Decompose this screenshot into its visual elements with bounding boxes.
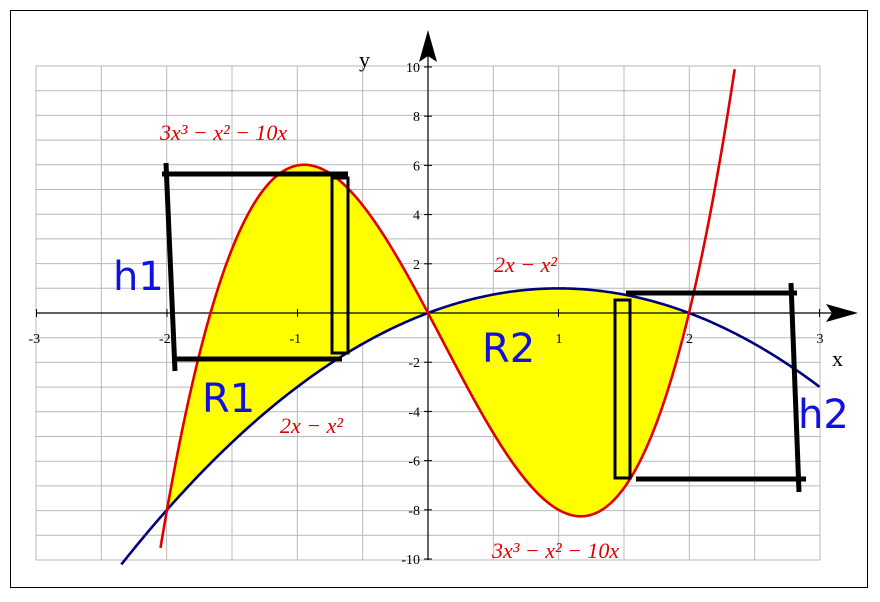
parabola-label-bottom: 2x − x² (280, 413, 343, 438)
x-tick-label: 2 (686, 332, 693, 347)
y-tick-label: 2 (413, 258, 420, 273)
y-tick-label: -6 (408, 455, 420, 470)
y-axis-label: y (359, 47, 370, 72)
y-tick-label: 8 (413, 110, 420, 125)
graph-frame (10, 10, 868, 588)
x-tick-label: 3 (817, 332, 824, 347)
y-tick-label: 10 (406, 61, 420, 76)
axis-ticks: -3 -2 -1 1 2 3 10 8 6 4 2 -2 -4 -6 -8 -10 (29, 61, 824, 568)
y-tick-label: -4 (408, 405, 420, 420)
region-r2-fill (428, 288, 689, 517)
x-axis-arrow (826, 304, 858, 322)
height-h2-label: h2 (798, 392, 849, 438)
y-tick-label: -2 (408, 356, 420, 371)
height-h1-label: h1 (113, 254, 164, 300)
height-markers (162, 162, 806, 493)
cubic-curve (159, 68, 736, 549)
x-tick-label: -1 (290, 332, 302, 347)
x-tick-label: -3 (29, 332, 41, 347)
y-tick-label: -10 (401, 553, 420, 568)
y-tick-label: 6 (413, 159, 420, 174)
parabola-curve (120, 287, 821, 566)
cubic-label-top: 3x³ − x² − 10x (159, 120, 287, 145)
y-axis-arrow (419, 30, 437, 62)
y-tick-label: 4 (413, 209, 420, 224)
cubic-label-bottom: 3x³ − x² − 10x (491, 538, 619, 563)
region-r1-label: R1 (202, 376, 255, 422)
x-tick-label: 1 (556, 332, 563, 347)
h1-strip-rect (330, 176, 350, 355)
region-r2-label: R2 (482, 326, 535, 372)
x-tick-label: -2 (159, 332, 171, 347)
x-axis-label: x (832, 346, 843, 371)
h2-strip-rect (613, 298, 632, 480)
h1-side-bar (163, 162, 178, 372)
parabola-label-top: 2x − x² (494, 252, 557, 277)
h2-side-bar (788, 282, 802, 493)
y-tick-label: -8 (408, 504, 420, 519)
